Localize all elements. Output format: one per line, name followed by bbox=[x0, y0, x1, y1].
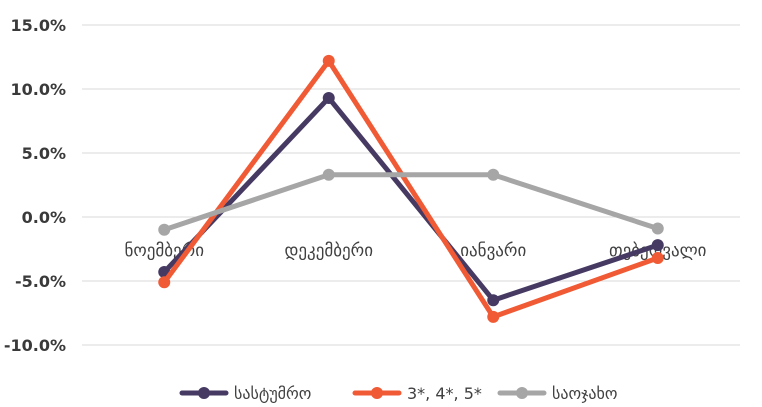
data-point bbox=[322, 54, 335, 67]
legend: სასტუმრო 3*, 4*, 5* საოჯახო bbox=[179, 384, 617, 403]
y-axis-ticks: 15.0% 10.0% 5.0% 0.0% -5.0% -10.0% bbox=[4, 16, 66, 355]
series-2 bbox=[158, 168, 664, 236]
data-point bbox=[487, 310, 500, 323]
legend-item: სასტუმრო bbox=[179, 384, 311, 403]
data-point bbox=[651, 222, 664, 235]
series-line bbox=[161, 95, 661, 303]
series-line bbox=[161, 172, 661, 233]
legend-label: 3*, 4*, 5* bbox=[407, 384, 482, 403]
legend-label: საოჯახო bbox=[552, 384, 617, 403]
y-tick-label: 15.0% bbox=[10, 16, 66, 35]
x-category-label: იანვარი bbox=[460, 241, 526, 261]
y-tick-label: 0.0% bbox=[22, 208, 66, 227]
y-tick-label: -5.0% bbox=[15, 272, 66, 291]
data-point bbox=[158, 276, 171, 289]
x-category-label: დეკემბერი bbox=[285, 241, 374, 261]
series-1 bbox=[158, 54, 664, 323]
data-point bbox=[487, 168, 500, 181]
series-lines bbox=[158, 54, 664, 323]
data-point bbox=[487, 294, 500, 307]
data-point bbox=[158, 223, 171, 236]
legend-item: საოჯახო bbox=[497, 384, 617, 403]
legend-swatch-marker bbox=[516, 387, 528, 399]
data-point bbox=[322, 91, 335, 104]
legend-item: 3*, 4*, 5* bbox=[352, 384, 482, 403]
data-point bbox=[651, 251, 664, 264]
y-tick-label: -10.0% bbox=[4, 336, 66, 355]
series-line bbox=[161, 58, 661, 320]
data-point bbox=[651, 239, 664, 252]
legend-swatch-marker bbox=[371, 387, 383, 399]
y-tick-label: 5.0% bbox=[22, 144, 66, 163]
y-tick-label: 10.0% bbox=[10, 80, 66, 99]
legend-swatch-marker bbox=[198, 387, 210, 399]
data-point bbox=[322, 168, 335, 181]
legend-label: სასტუმრო bbox=[234, 384, 311, 403]
series-0 bbox=[158, 91, 664, 307]
gridlines bbox=[82, 24, 740, 346]
